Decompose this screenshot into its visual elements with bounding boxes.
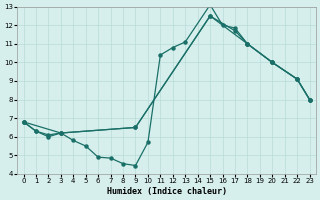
X-axis label: Humidex (Indice chaleur): Humidex (Indice chaleur): [107, 187, 227, 196]
